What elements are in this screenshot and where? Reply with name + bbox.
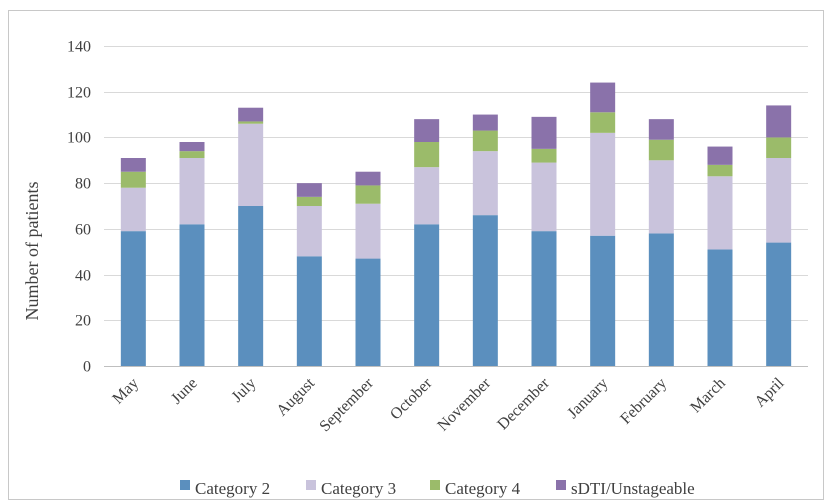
y-tick-label: 140 (67, 39, 91, 56)
x-category-label: May (109, 375, 142, 408)
bar-segment (179, 151, 205, 158)
x-category-label: November (434, 374, 494, 434)
legend-label: Category 3 (321, 479, 396, 498)
bar-segment (238, 123, 264, 206)
legend-label: sDTI/Unstageable (571, 479, 695, 498)
bar-segment (296, 196, 322, 206)
bar-segment (179, 224, 205, 366)
y-tick-label: 120 (67, 85, 91, 102)
bar-segment (296, 256, 322, 366)
bar-segment (590, 82, 616, 113)
bar-segment (472, 114, 498, 131)
bar-segment (590, 132, 616, 236)
legend-swatch (306, 480, 316, 490)
bar-segment (531, 116, 557, 149)
bar-segment (355, 258, 381, 366)
bar-segment (766, 137, 792, 158)
bar-segment (472, 151, 498, 216)
y-axis-label: Number of patients (22, 182, 42, 321)
bar-segment (120, 187, 146, 232)
bar-segment (355, 203, 381, 259)
bar-segment (179, 142, 205, 152)
x-category-label: December (494, 374, 553, 433)
bar-segment (238, 107, 264, 122)
bar-segment (472, 215, 498, 366)
bar-segment (414, 224, 440, 366)
bar-segment (766, 158, 792, 243)
bar-segment (355, 185, 381, 204)
legend-swatch (430, 480, 440, 490)
bar-segment (766, 242, 792, 366)
bar-segment (648, 233, 674, 366)
bar-segment (238, 121, 264, 124)
bar-segment (531, 231, 557, 366)
x-category-label: July (229, 375, 260, 406)
bar-segment (707, 176, 733, 250)
bar-segment (590, 112, 616, 133)
x-category-label: April (752, 374, 788, 410)
bar-segment (414, 142, 440, 168)
bar-segment (296, 183, 322, 197)
x-category-label: October (387, 374, 436, 423)
y-tick-label: 80 (75, 176, 91, 193)
bar-segment (648, 160, 674, 234)
bar-segment (531, 148, 557, 163)
bar-segment (707, 249, 733, 366)
bar-segment (414, 119, 440, 142)
bar-segment (414, 167, 440, 225)
bar-segment (296, 206, 322, 257)
bar-segment (707, 164, 733, 177)
x-category-label: September (316, 374, 377, 435)
y-tick-label: 20 (75, 313, 91, 330)
bar-segment (120, 171, 146, 188)
bar-segment (766, 105, 792, 138)
legend-label: Category 4 (445, 479, 521, 498)
bar-segment (120, 231, 146, 366)
x-category-label: August (273, 374, 318, 419)
bar-segment (590, 235, 616, 366)
legend-label: Category 2 (195, 479, 270, 498)
x-category-label: June (168, 375, 201, 408)
bar-segment (120, 158, 146, 172)
y-tick-label: 0 (83, 359, 91, 376)
bar-segment (648, 139, 674, 161)
x-category-label: January (564, 375, 611, 422)
bar-segment (707, 146, 733, 165)
bar-segment (648, 119, 674, 140)
legend-swatch (180, 480, 190, 490)
x-category-label: February (617, 375, 670, 428)
legend: Category 2 Category 3 Category 4 sDTI/Unsta… (180, 479, 695, 498)
bar-segment (179, 158, 205, 225)
bar-segment (472, 130, 498, 152)
x-category-label: March (687, 375, 729, 417)
y-tick-labels: 0 20 40 60 80 100 120 140 (67, 39, 91, 376)
bars (120, 82, 792, 366)
bar-segment (531, 162, 557, 232)
y-tick-label: 60 (75, 222, 91, 239)
y-tick-label: 40 (75, 268, 91, 285)
bar-segment (238, 206, 264, 366)
gridlines (104, 46, 808, 367)
bar-segment (355, 171, 381, 186)
y-tick-label: 100 (67, 130, 91, 147)
legend-swatch (556, 480, 566, 490)
